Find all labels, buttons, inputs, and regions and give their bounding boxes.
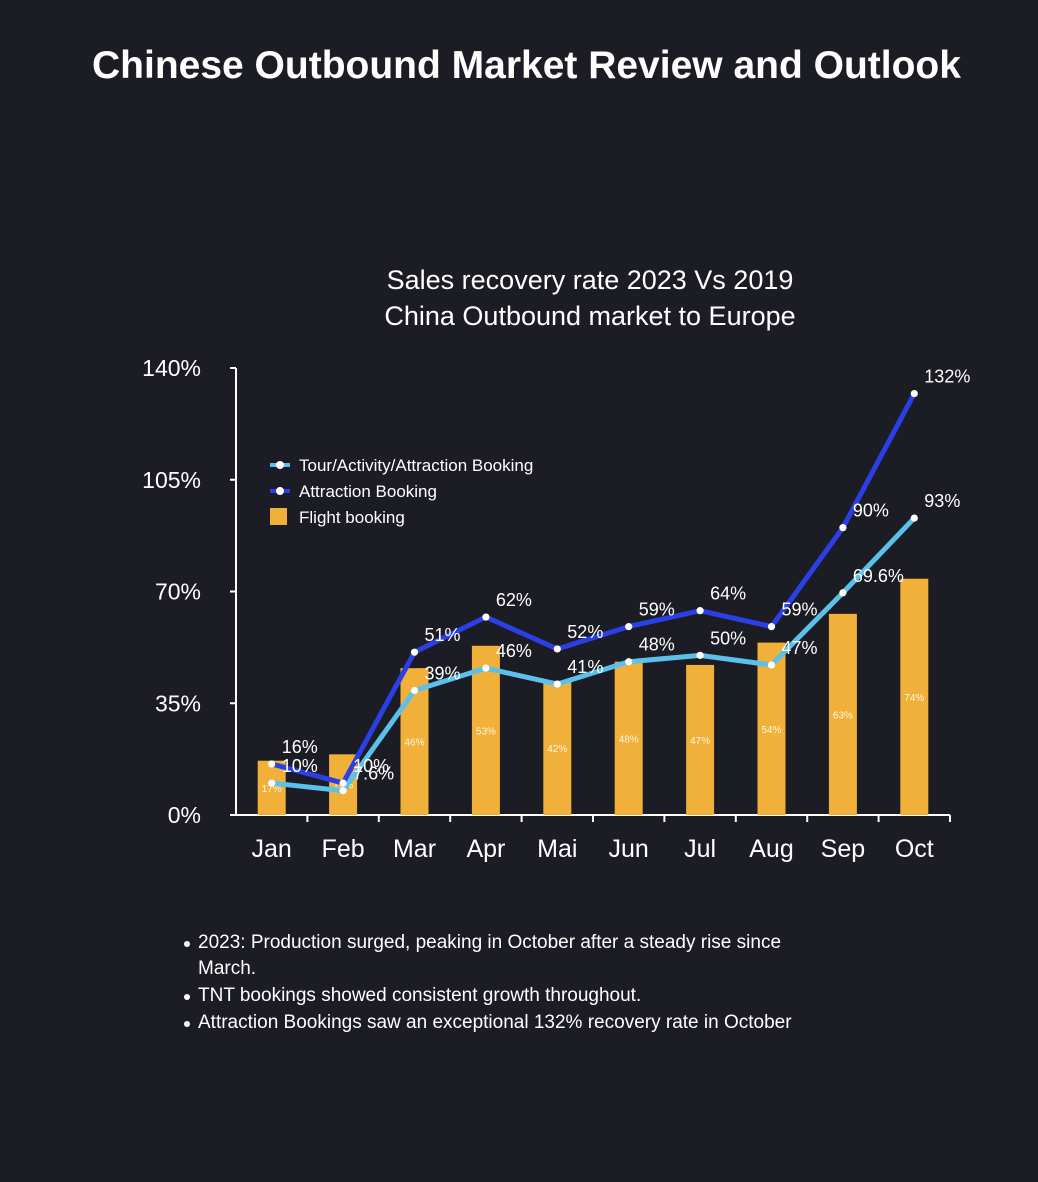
attraction-data-label: 59%	[782, 600, 818, 620]
x-tick-label: Aug	[749, 835, 793, 863]
tour-data-label: 93%	[924, 491, 960, 511]
point-attraction	[910, 389, 918, 398]
y-tick-label: 70%	[155, 579, 201, 605]
tour-data-label: 41%	[567, 657, 603, 677]
attraction-data-label: 62%	[496, 590, 532, 610]
bar-data-label: 63%	[833, 710, 853, 721]
attraction-data-label: 10%	[353, 756, 389, 776]
legend-label: Attraction Booking	[299, 482, 437, 501]
attraction-data-label: 16%	[282, 737, 318, 757]
x-tick-label: Oct	[895, 835, 934, 863]
tour-data-label: 10%	[282, 756, 318, 776]
tour-data-label: 47%	[782, 638, 818, 658]
point-attraction	[696, 607, 704, 615]
tour-data-label: 39%	[425, 663, 461, 683]
x-tick-label: Sep	[821, 835, 865, 863]
x-tick-label: Jun	[609, 835, 649, 863]
y-tick-label: 0%	[168, 802, 201, 828]
y-tick-label: 140%	[142, 355, 201, 381]
bar-data-label: 54%	[761, 725, 781, 736]
point-attraction	[767, 623, 776, 631]
line-attraction	[269, 391, 917, 786]
point-tour-activity-attraction	[625, 658, 633, 666]
point-attraction	[482, 613, 490, 621]
point-tour-activity-attraction	[268, 779, 276, 787]
x-tick-label: Jan	[252, 835, 292, 863]
tour-data-label: 46%	[496, 641, 532, 661]
attraction-data-label: 59%	[639, 600, 675, 620]
attraction-data-label: 64%	[710, 584, 746, 604]
attraction-data-label: 51%	[425, 625, 461, 645]
x-tick-label: Mar	[393, 835, 436, 863]
point-tour-activity-attraction	[910, 514, 918, 522]
point-tour-activity-attraction	[839, 589, 847, 597]
chart-title-block: Sales recovery rate 2023 Vs 2019 China O…	[290, 262, 890, 334]
bar-flight-jul	[686, 664, 715, 815]
attraction-data-label: 52%	[567, 622, 603, 642]
point-attraction	[839, 524, 847, 532]
x-tick-label: Apr	[466, 835, 505, 863]
point-attraction	[553, 645, 561, 653]
notes-list: 2023: Production surged, peaking in Octo…	[183, 930, 833, 1037]
x-tick-label: Feb	[322, 835, 365, 863]
point-tour-activity-attraction	[767, 661, 776, 669]
bar-data-label: 42%	[547, 744, 567, 755]
point-attraction	[410, 648, 419, 656]
attraction-data-label: 132%	[924, 367, 970, 387]
bar-flight-sep	[828, 613, 857, 815]
bar-flight-jan	[257, 760, 286, 815]
point-tour-activity-attraction	[553, 680, 561, 688]
y-tick-label: 35%	[155, 690, 201, 716]
bar-data-label: 46%	[404, 738, 424, 749]
point-tour-activity-attraction	[339, 787, 347, 795]
bar-flight-mai	[543, 680, 572, 815]
legend-marker	[276, 461, 284, 469]
bar-data-label: 74%	[904, 693, 924, 704]
point-tour-activity-attraction	[482, 664, 490, 672]
note-item: Attraction Bookings saw an exceptional 1…	[183, 1010, 833, 1036]
legend-marker	[276, 487, 284, 495]
tour-data-label: 48%	[639, 635, 675, 655]
bar-data-label: 48%	[619, 734, 639, 745]
page-title: Chinese Outbound Market Review and Outlo…	[92, 44, 961, 87]
chart-subtitle: China Outbound market to Europe	[384, 301, 796, 331]
bar-flight-apr	[471, 645, 500, 815]
tour-data-label: 50%	[710, 628, 746, 648]
tour-data-label: 7.6%	[353, 764, 394, 784]
bar-flight-oct	[900, 578, 929, 815]
attraction-data-label: 90%	[853, 501, 889, 521]
bar-flight-aug	[757, 642, 786, 815]
bar-data-label: 53%	[476, 726, 496, 737]
point-tour-activity-attraction	[696, 651, 704, 659]
bar-flight-jun	[614, 661, 643, 815]
bar-data-label: 47%	[690, 736, 710, 747]
note-item: TNT bookings showed consistent growth th…	[183, 983, 833, 1009]
line-tour-activity-attraction	[269, 515, 917, 794]
tour-data-label: 69.6%	[853, 566, 904, 586]
chart-title: Sales recovery rate 2023 Vs 2019	[386, 265, 794, 295]
legend-swatch-bar	[270, 508, 287, 525]
x-tick-label: Jul	[684, 835, 716, 863]
point-attraction	[339, 779, 347, 787]
bar-data-label: 17%	[262, 784, 282, 795]
x-tick-label: Mai	[537, 835, 577, 863]
y-tick-label: 105%	[142, 467, 201, 493]
point-attraction	[625, 623, 633, 631]
point-tour-activity-attraction	[410, 686, 419, 695]
legend-label: Flight booking	[299, 508, 405, 527]
point-attraction	[268, 760, 276, 768]
note-item: 2023: Production surged, peaking in Octo…	[183, 930, 833, 982]
legend-label: Tour/Activity/Attraction Booking	[299, 456, 533, 475]
